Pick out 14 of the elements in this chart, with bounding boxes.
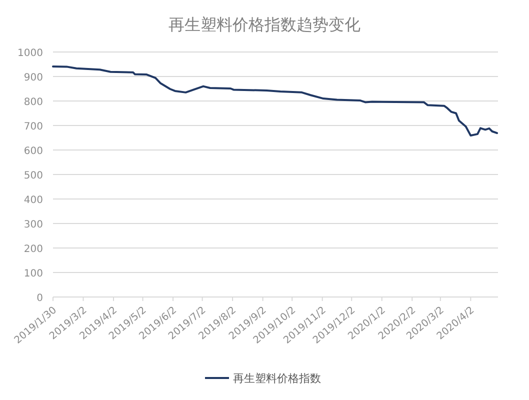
y-tick-label: 0 xyxy=(36,293,43,304)
y-tick-label: 700 xyxy=(24,122,43,132)
y-tick-label: 400 xyxy=(24,195,43,206)
y-tick-label: 500 xyxy=(24,170,43,182)
y-tick-label: 300 xyxy=(24,220,43,230)
y-tick-label: 900 xyxy=(24,72,43,84)
y-tick-label: 1000 xyxy=(18,48,43,59)
legend-label: 再生塑料价格指数 xyxy=(233,372,321,385)
chart-title: 再生塑料价格指数趋势变化 xyxy=(168,15,360,34)
y-tick-label: 100 xyxy=(24,268,43,280)
y-tick-label: 200 xyxy=(24,244,43,255)
line-series xyxy=(52,65,498,137)
y-tick-label: 600 xyxy=(24,146,43,157)
y-tick-label: 800 xyxy=(24,97,43,108)
